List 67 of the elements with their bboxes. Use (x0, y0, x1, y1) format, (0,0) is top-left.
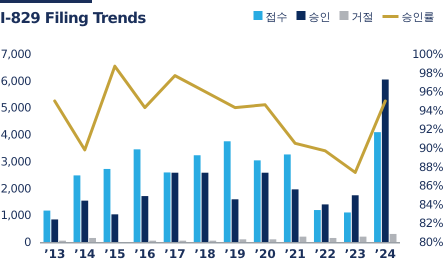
bar (194, 155, 201, 242)
y2-tick-label: 80% (418, 235, 444, 250)
bar (232, 199, 238, 242)
x-tick-label: ’23 (344, 247, 366, 261)
bar (164, 172, 171, 242)
bar (374, 132, 381, 242)
legend-label: 승인률 (402, 10, 434, 24)
bar (292, 189, 299, 242)
y2-tick-label: 92% (418, 122, 444, 136)
line-series (53, 64, 387, 174)
y2-tick-label: 90% (418, 141, 444, 156)
bar (344, 212, 351, 242)
y2-tick-label: 98% (418, 66, 444, 80)
bar (81, 200, 88, 242)
y-tick-label: 4,000 (0, 128, 32, 142)
y2-tick-label: 100% (412, 47, 444, 62)
bar (390, 234, 396, 242)
y-tick-label: 1,000 (0, 208, 32, 222)
y2-tick-label: 86% (418, 178, 444, 193)
chart-title: I-829 Filing Trends (0, 9, 146, 27)
y2-tick-label: 88% (418, 160, 444, 174)
bar (111, 214, 118, 242)
y2-tick-label: 94% (418, 103, 444, 118)
bar (322, 204, 329, 242)
x-tick-label: ’13 (44, 247, 66, 261)
y2-tick-label: 96% (418, 84, 444, 99)
x-tick-label: ’16 (134, 247, 156, 261)
bar (382, 80, 389, 242)
x-tick-label: ’15 (104, 247, 126, 261)
bar (300, 236, 306, 242)
bar (314, 210, 321, 242)
x-tick-label: ’20 (254, 247, 276, 261)
bar (51, 219, 58, 242)
bar (141, 196, 148, 242)
legend-label: 거절 (352, 10, 374, 24)
y-tick-label: 7,000 (0, 47, 32, 62)
y-tick-label: 3,000 (0, 154, 32, 168)
y2-tick-label: 84% (418, 197, 444, 212)
bar (74, 175, 80, 242)
bar (89, 238, 96, 242)
bar (284, 154, 291, 242)
bar (104, 168, 110, 242)
legend-label: 승인 (308, 10, 330, 24)
bar (44, 210, 50, 242)
bar (269, 239, 276, 242)
bar (224, 141, 231, 242)
legend-label: 접수 (266, 10, 288, 24)
bar (360, 236, 366, 242)
bar (202, 172, 208, 242)
y-tick-label: 0 (24, 235, 32, 250)
x-tick-label: ’14 (74, 247, 96, 261)
bar (172, 172, 178, 242)
x-tick-label: ’18 (194, 247, 216, 261)
y-tick-label: 6,000 (0, 74, 32, 88)
x-tick-label: ’22 (314, 247, 336, 261)
bar (330, 238, 336, 242)
bar (254, 160, 261, 242)
x-tick-label: ’19 (224, 247, 246, 261)
bar (134, 149, 140, 242)
x-tick-label: ’24 (374, 247, 396, 261)
y-tick-label: 2,000 (0, 181, 32, 196)
y-tick-label: 5,000 (0, 100, 32, 115)
bar (262, 172, 268, 242)
x-tick-label: ’17 (164, 247, 186, 261)
y2-tick-label: 82% (418, 216, 444, 230)
bar (352, 195, 359, 242)
x-tick-label: ’21 (284, 247, 306, 261)
